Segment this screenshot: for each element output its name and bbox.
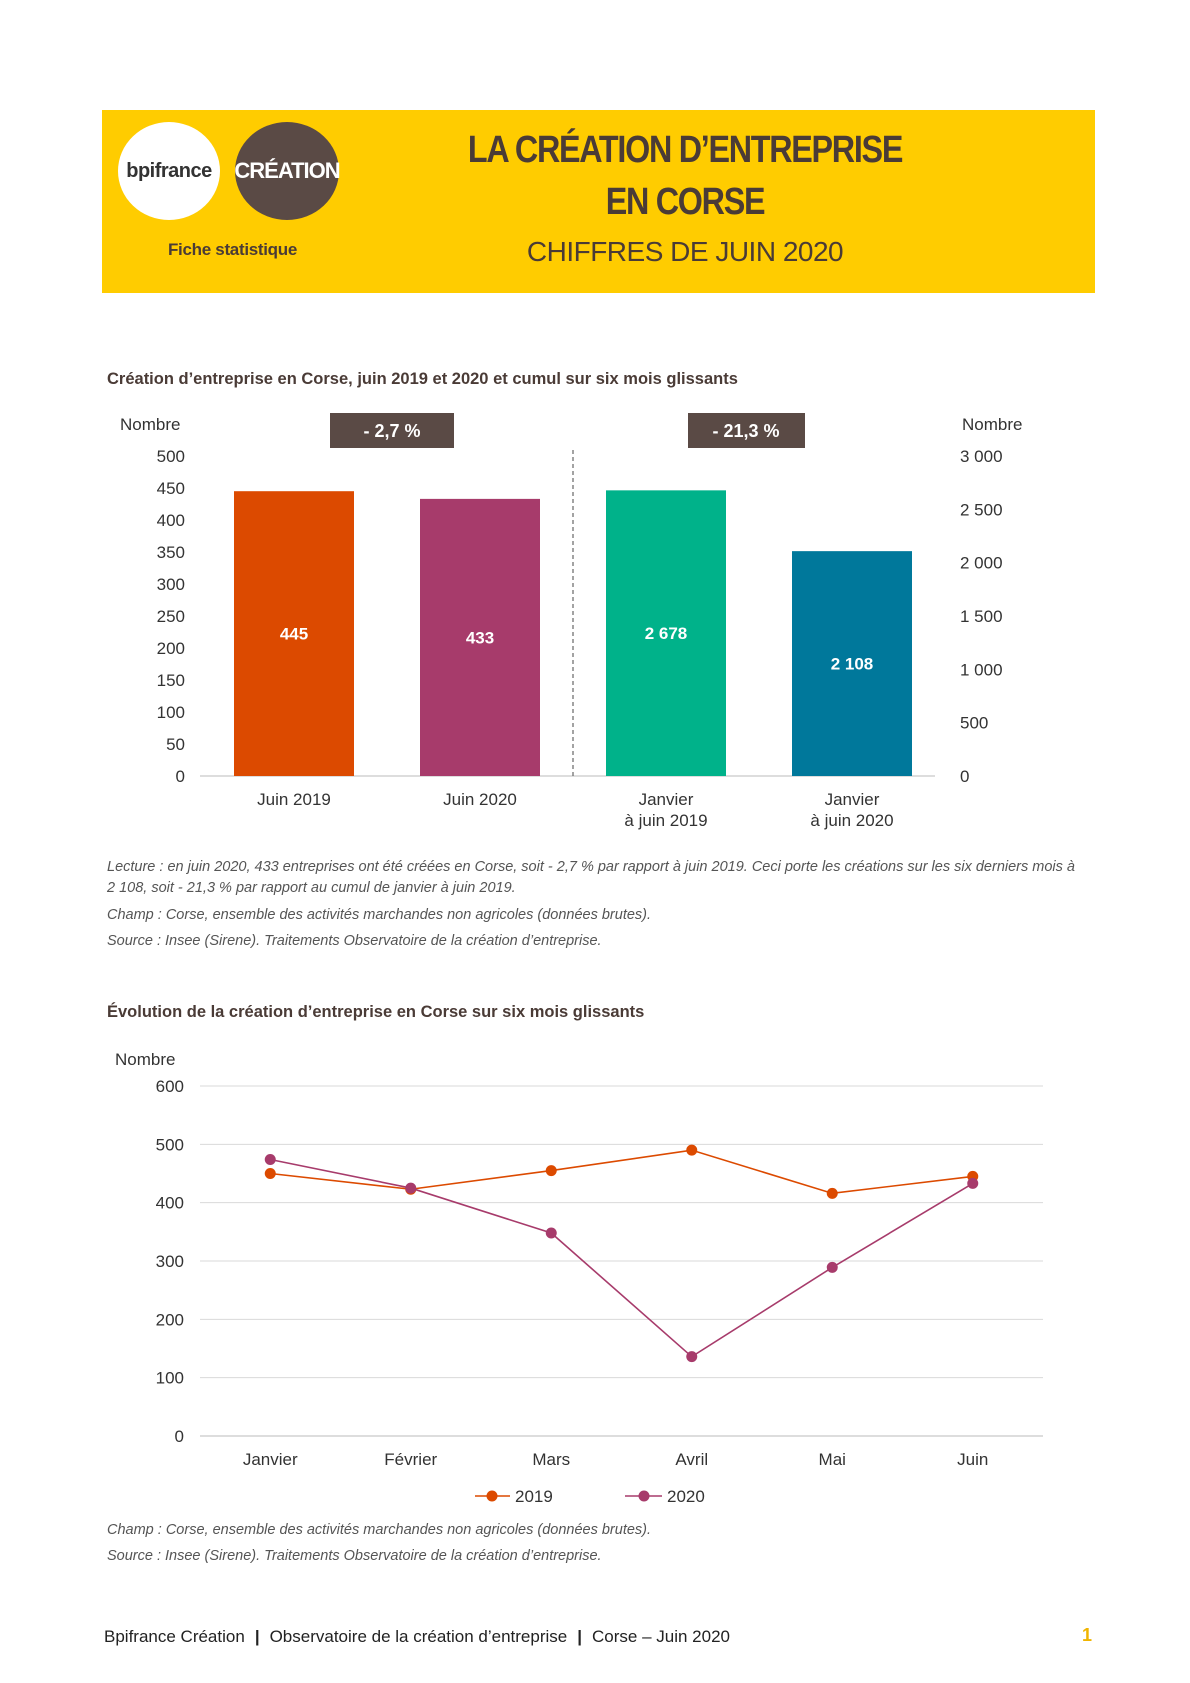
right-axis-label: Nombre [962, 415, 1022, 434]
month-label: Juin [957, 1450, 988, 1469]
left-tick-label: 250 [157, 607, 185, 626]
category-label: Janvier [825, 790, 880, 809]
left-tick-label: 500 [157, 447, 185, 466]
chart2-gridlines [200, 1085, 1043, 1437]
change-badge-cumulative [688, 413, 805, 448]
month-label: Avril [675, 1450, 708, 1469]
page-number: 1 [1082, 1625, 1093, 1645]
left-tick-label: 300 [157, 575, 185, 594]
fiche-label: Fiche statistique [167, 240, 298, 259]
chart1-title: Création d’entreprise en Corse, juin 201… [107, 370, 738, 388]
right-tick-label: 2 500 [960, 500, 1003, 519]
month-label: Février [384, 1450, 437, 1469]
change-badge-cumulative-label: - 21,3 % [712, 421, 779, 441]
chart2-text: 0 100 200 300 400 500 600 Nombre Janvier Février M… [115, 1050, 988, 1506]
legend-label-2019: 2019 [515, 1487, 553, 1506]
series-line-2020 [270, 1158, 974, 1358]
category-label: Juin 2019 [257, 790, 331, 809]
point-2019 [826, 1187, 838, 1199]
right-tick-label: 1 500 [960, 607, 1003, 626]
bpifrance-logo-text: bpifrance [126, 159, 212, 182]
creation-logo: CRÉATION [234, 122, 341, 220]
chart2-title: Évolution de la création d’entreprise en… [107, 1003, 645, 1021]
footer-region-date: Corse – Juin 2020 [592, 1627, 730, 1646]
point-2019 [545, 1165, 557, 1177]
legend-marker-2020 [638, 1490, 650, 1502]
bar-4 [792, 551, 912, 776]
page-title: LA CRÉATION D’ENTREPRISE EN CORSE [434, 124, 936, 228]
month-label: Janvier [243, 1450, 298, 1469]
right-tick-label: 1 000 [960, 660, 1003, 679]
chart2-source-note: Source : Insee (Sirene). Traitements Obs… [107, 1548, 602, 1564]
bar-value-label: 433 [466, 628, 494, 647]
month-label: Mars [532, 1450, 570, 1469]
chart2-tick-label: 400 [156, 1194, 184, 1213]
bar-chart: 0 50 100 150 200 250 300 350 400 450 500 0 500 1 000 1… [120, 413, 1022, 830]
title-line1: LA CRÉATION D’ENTREPRISE [467, 129, 903, 171]
right-tick-label: 2 000 [960, 554, 1003, 573]
chart2-tick-label: 0 [175, 1427, 184, 1446]
footer-separator: | [577, 1627, 583, 1646]
left-axis-label: Nombre [120, 415, 180, 434]
left-tick-label: 200 [157, 639, 185, 658]
point-2020 [686, 1351, 698, 1363]
chart2-tick-label: 500 [156, 1135, 184, 1154]
bar-3 [606, 490, 726, 776]
point-2020 [826, 1261, 838, 1273]
right-tick-label: 500 [960, 714, 988, 733]
left-tick-label: 0 [176, 767, 185, 786]
point-2020 [405, 1182, 417, 1194]
footer: Bpifrance Création | Observatoire de la cr… [104, 1627, 730, 1647]
left-tick-label: 50 [166, 735, 185, 754]
bar-1 [234, 491, 354, 776]
bar-value-label: 2 678 [645, 624, 688, 643]
category-label: à juin 2020 [810, 811, 893, 830]
footer-org: Bpifrance Création [104, 1627, 245, 1646]
chart2-tick-label: 300 [156, 1252, 184, 1271]
chart2-champ-note: Champ : Corse, ensemble des activités ma… [107, 1522, 652, 1538]
point-2020 [967, 1177, 979, 1189]
right-tick-label: 0 [960, 767, 969, 786]
left-tick-label: 400 [157, 511, 185, 530]
category-label: Janvier [639, 790, 694, 809]
point-2019 [264, 1168, 276, 1179]
chart1-champ-note: Champ : Corse, ensemble des activités ma… [107, 907, 652, 923]
chart1-bars [234, 413, 912, 776]
bar-value-label: 2 108 [831, 655, 874, 674]
footer-observatory: Observatoire de la création d’entreprise [269, 1627, 568, 1646]
chart2-tick-label: 600 [156, 1077, 184, 1096]
point-2019 [686, 1144, 698, 1156]
left-tick-label: 100 [157, 703, 185, 722]
month-label: Mai [819, 1450, 846, 1469]
left-tick-label: 450 [157, 479, 185, 498]
series-line-2019 [270, 1149, 973, 1195]
legend-marker-2019 [486, 1490, 498, 1502]
change-badge-monthly-label: - 2,7 % [363, 421, 420, 441]
title-line2: EN CORSE [605, 181, 766, 223]
bar-value-label: 445 [280, 625, 308, 644]
chart2-tick-label: 100 [156, 1369, 184, 1388]
chart1-lecture-note: Lecture : en juin 2020, 433 entreprises … [107, 859, 1075, 896]
left-tick-label: 350 [157, 543, 185, 562]
chart2-axis-label: Nombre [115, 1050, 175, 1069]
page-subtitle: CHIFFRES DE JUIN 2020 [526, 236, 844, 267]
chart1-source-note: Source : Insee (Sirene). Traitements Obs… [107, 933, 602, 949]
bpifrance-logo: bpifrance [118, 122, 220, 220]
category-label: Juin 2020 [443, 790, 517, 809]
change-badge-monthly [330, 413, 454, 448]
right-tick-label: 3 000 [960, 447, 1003, 466]
creation-logo-text: CRÉATION [234, 158, 340, 183]
legend-label-2020: 2020 [667, 1487, 705, 1506]
chart2-tick-label: 200 [156, 1310, 184, 1329]
category-label: à juin 2019 [624, 811, 707, 830]
line-chart: 0 100 200 300 400 500 600 Nombre Janvier Février M… [115, 1050, 1043, 1506]
chart1-text: 0 50 100 150 200 250 300 350 400 450 500 0 500 1 000 1… [120, 415, 1022, 830]
bar-2 [420, 498, 540, 776]
left-tick-label: 150 [157, 671, 185, 690]
chart2-lines [264, 1144, 979, 1502]
footer-separator: | [254, 1627, 260, 1646]
point-2020 [264, 1154, 276, 1165]
point-2020 [545, 1227, 557, 1239]
